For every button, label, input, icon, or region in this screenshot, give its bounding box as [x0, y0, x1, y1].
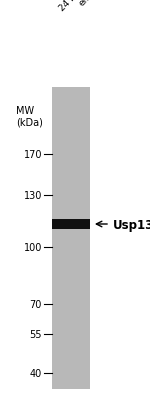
Text: 24 hpf zebrafish
embryos: 24 hpf zebrafish embryos [57, 0, 123, 20]
Text: 55: 55 [30, 329, 42, 339]
Text: 40: 40 [30, 368, 42, 378]
Bar [52, 219, 90, 229]
Text: Usp13: Usp13 [113, 218, 150, 231]
Text: 170: 170 [24, 150, 42, 160]
Text: 130: 130 [24, 190, 42, 200]
Text: 100: 100 [24, 242, 42, 252]
Text: 70: 70 [30, 299, 42, 309]
Bar [52, 88, 90, 389]
Text: MW
(kDa): MW (kDa) [16, 106, 43, 127]
